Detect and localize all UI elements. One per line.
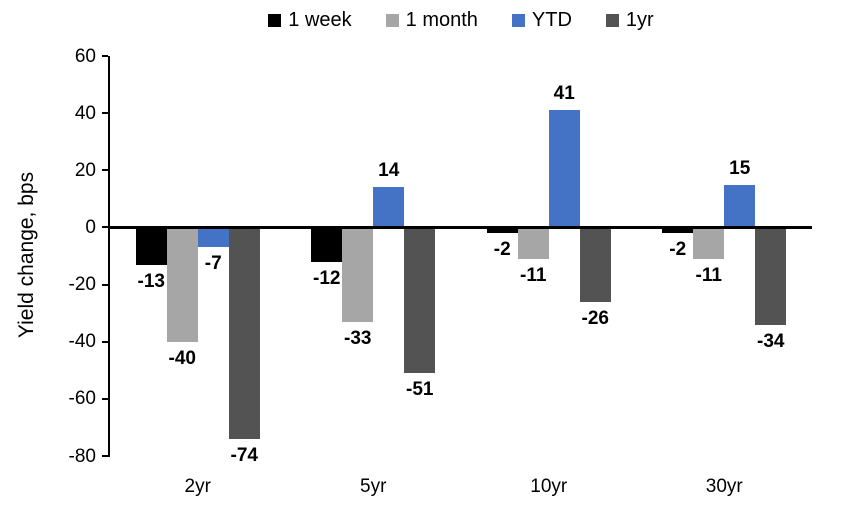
legend-label: 1 month: [405, 9, 478, 31]
bar-value-label: -11: [695, 264, 722, 286]
legend-swatch-icon: [605, 13, 619, 27]
bar-YTD-10yr: [548, 110, 580, 228]
legend-item: 1 week: [268, 9, 352, 31]
bar-1-month-5yr: [342, 227, 374, 322]
bar-1yr-5yr: [404, 227, 436, 374]
bar-value-label: -40: [168, 347, 196, 369]
legend-item: 1yr: [605, 9, 654, 31]
bar-YTD-5yr: [373, 187, 405, 228]
y-tick-label: 0: [85, 216, 96, 238]
bar-1-month-30yr: [693, 227, 725, 259]
bar-value-label: -51: [406, 379, 434, 401]
legend-item: YTD: [511, 9, 572, 31]
bar-value-label: 14: [378, 160, 400, 182]
y-tick-mark: [102, 340, 108, 343]
bar-value-label: -11: [520, 264, 547, 286]
bar-value-label: -7: [204, 253, 222, 275]
legend-label: YTD: [531, 9, 572, 31]
y-tick-label: -60: [68, 388, 96, 410]
category-label: 5yr: [360, 476, 387, 497]
y-axis-title: Yield change, bps: [15, 171, 38, 339]
y-tick-label: 40: [74, 102, 96, 124]
legend-swatch-icon: [385, 13, 399, 27]
legend-label: 1yr: [625, 9, 654, 31]
bar-value-label: -13: [137, 270, 165, 292]
bar-value-label: -34: [757, 330, 785, 352]
legend-item: 1 month: [385, 9, 478, 31]
bar-YTD-2yr: [197, 227, 229, 248]
bar-value-label: -12: [313, 267, 341, 289]
bar-value-label: -33: [344, 327, 372, 349]
y-tick-label: 60: [74, 45, 96, 67]
bar-1-month-10yr: [517, 227, 549, 259]
bar-value-label: 41: [553, 83, 575, 105]
bar-1yr-30yr: [755, 227, 787, 325]
y-tick-label: 20: [74, 159, 96, 181]
legend: 1 week 1 month YTD 1yr: [110, 10, 812, 30]
bar-1-week-30yr: [662, 227, 694, 234]
y-tick-mark: [102, 112, 108, 115]
bar-1-month-2yr: [166, 227, 198, 342]
y-axis-line: [108, 56, 110, 457]
bar-1-week-2yr: [135, 227, 167, 265]
bar-value-label: -26: [581, 307, 609, 329]
y-tick-mark: [102, 226, 108, 229]
legend-swatch-icon: [268, 13, 282, 27]
bar-value-label: -74: [230, 444, 258, 466]
bar-1yr-2yr: [228, 227, 260, 439]
bar-value-label: -2: [669, 239, 687, 261]
y-tick-mark: [102, 283, 108, 286]
bar-1-week-10yr: [486, 227, 518, 234]
y-tick-label: -20: [68, 274, 96, 296]
legend-swatch-icon: [511, 13, 525, 27]
bar-value-label: 15: [729, 157, 751, 179]
y-tick-mark: [102, 169, 108, 172]
y-tick-mark: [102, 55, 108, 57]
category-label: 30yr: [705, 476, 743, 497]
y-tick-mark: [102, 455, 108, 457]
zero-line: [108, 226, 812, 229]
bar-1-week-5yr: [311, 227, 343, 262]
y-tick-label: -40: [68, 331, 96, 353]
category-label: 10yr: [530, 476, 568, 497]
bar-1yr-10yr: [579, 227, 611, 302]
legend-label: 1 week: [288, 9, 352, 31]
category-label: 2yr: [184, 476, 211, 497]
bar-value-label: -2: [493, 239, 511, 261]
plot-area: 60 40 20 0 -20 -40 -60 -80 -13 -40 -7 -74 2yr -12 -33 1…: [69, 47, 812, 497]
y-tick-label: -80: [68, 445, 96, 467]
bar-YTD-30yr: [724, 184, 756, 228]
y-tick-mark: [102, 397, 108, 400]
